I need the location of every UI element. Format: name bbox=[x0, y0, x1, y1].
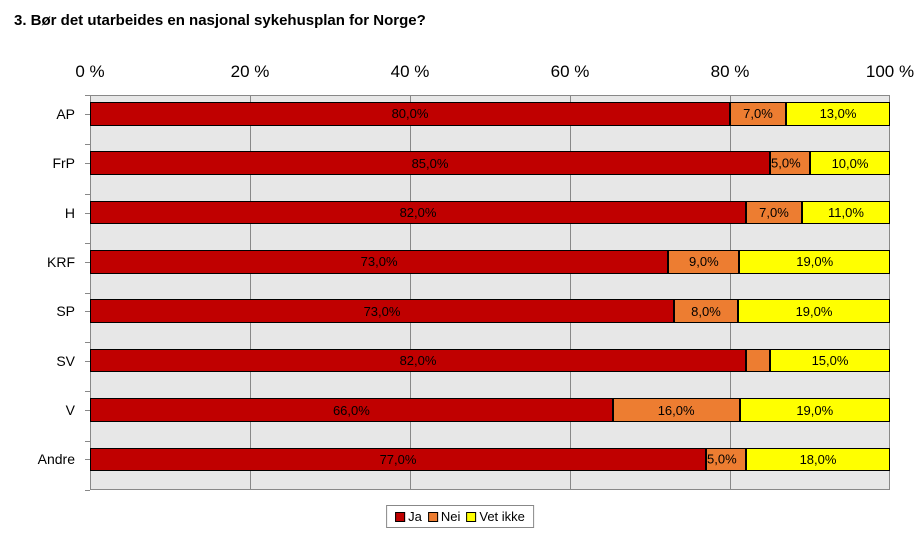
y-tick bbox=[85, 243, 90, 244]
category-label: FrP bbox=[52, 155, 75, 171]
category-label: V bbox=[66, 402, 75, 418]
chart-title: 3. Bør det utarbeides en nasjonal sykehu… bbox=[0, 0, 920, 29]
segment-value-label: 5,0% bbox=[771, 156, 801, 171]
y-tick bbox=[85, 293, 90, 294]
category-label: AP bbox=[56, 106, 75, 122]
y-tick bbox=[85, 262, 90, 263]
plot-area: 80,0%7,0%13,0%85,0%5,0%10,0%82,0%7,0%11,… bbox=[90, 95, 890, 490]
x-tick-label: 80 % bbox=[711, 62, 750, 82]
y-tick bbox=[85, 95, 90, 96]
y-tick bbox=[85, 342, 90, 343]
bar-segment: 19,0% bbox=[738, 299, 890, 323]
stacked-bar: 73,0%9,0%19,0% bbox=[90, 250, 890, 274]
stacked-bar: 77,0%5,0% 18,0% bbox=[90, 448, 890, 472]
category-label: Andre bbox=[38, 451, 75, 467]
legend-swatch bbox=[466, 512, 476, 522]
legend-item: Nei bbox=[428, 509, 461, 524]
y-tick bbox=[85, 163, 90, 164]
bar-segment: 77,0% bbox=[90, 448, 706, 472]
category-labels: AP FrP H KRF SP SV V Andre bbox=[0, 95, 85, 490]
x-tick-label: 100 % bbox=[866, 62, 914, 82]
x-tick-label: 0 % bbox=[75, 62, 104, 82]
stacked-bar: 66,0%16,0%19,0% bbox=[90, 398, 890, 422]
bar-segment: 80,0% bbox=[90, 102, 730, 126]
category-label: SP bbox=[56, 303, 75, 319]
legend-item: Vet ikke bbox=[466, 509, 525, 524]
y-tick bbox=[85, 144, 90, 145]
x-axis-labels: 0 %20 %40 %60 %80 %100 % bbox=[90, 62, 890, 92]
legend-label: Nei bbox=[441, 509, 461, 524]
category-label: H bbox=[65, 205, 75, 221]
bar-segment: 82,0% bbox=[90, 349, 746, 373]
x-tick-label: 20 % bbox=[231, 62, 270, 82]
y-tick bbox=[85, 213, 90, 214]
y-tick bbox=[85, 490, 90, 491]
y-tick bbox=[85, 194, 90, 195]
x-tick-label: 60 % bbox=[551, 62, 590, 82]
y-tick bbox=[85, 441, 90, 442]
y-tick bbox=[85, 114, 90, 115]
x-tick-label: 40 % bbox=[391, 62, 430, 82]
legend-label: Ja bbox=[408, 509, 422, 524]
stacked-bar: 85,0%5,0% 10,0% bbox=[90, 151, 890, 175]
bar-segment: 73,0% bbox=[90, 250, 668, 274]
y-tick bbox=[85, 361, 90, 362]
bar-segment: 82,0% bbox=[90, 201, 746, 225]
bar-segment: 5,0% bbox=[770, 151, 810, 175]
legend-item: Ja bbox=[395, 509, 422, 524]
y-tick bbox=[85, 391, 90, 392]
bar-segment: 19,0% bbox=[740, 398, 891, 422]
stacked-bar: 80,0%7,0%13,0% bbox=[90, 102, 890, 126]
bar-segment: 73,0% bbox=[90, 299, 674, 323]
bar-segment: 9,0% bbox=[668, 250, 739, 274]
bar-segment: 13,0% bbox=[786, 102, 890, 126]
legend-swatch bbox=[428, 512, 438, 522]
category-label: KRF bbox=[47, 254, 75, 270]
legend-swatch bbox=[395, 512, 405, 522]
stacked-bar: 82,0% 15,0% bbox=[90, 349, 890, 373]
bar-segment: 66,0% bbox=[90, 398, 613, 422]
bar-segment: 7,0% bbox=[730, 102, 786, 126]
stacked-bar: 82,0%7,0%11,0% bbox=[90, 201, 890, 225]
bar-segment: 5,0% bbox=[706, 448, 746, 472]
stacked-bar: 73,0%8,0%19,0% bbox=[90, 299, 890, 323]
bar-segment: 8,0% bbox=[674, 299, 738, 323]
bar-segment: 11,0% bbox=[802, 201, 890, 225]
legend: Ja Nei Vet ikke bbox=[386, 505, 534, 528]
y-tick bbox=[85, 410, 90, 411]
bar-segment: 16,0% bbox=[613, 398, 740, 422]
legend-label: Vet ikke bbox=[479, 509, 525, 524]
bar-segment: 10,0% bbox=[810, 151, 890, 175]
bar-segment: 15,0% bbox=[770, 349, 890, 373]
bar-segment: 19,0% bbox=[739, 250, 890, 274]
y-tick bbox=[85, 459, 90, 460]
segment-value-label: 5,0% bbox=[707, 452, 737, 467]
bar-segment: 85,0% bbox=[90, 151, 770, 175]
category-label: SV bbox=[56, 353, 75, 369]
y-tick bbox=[85, 311, 90, 312]
bar-segment: 7,0% bbox=[746, 201, 802, 225]
bar-segment bbox=[746, 349, 770, 373]
bar-segment: 18,0% bbox=[746, 448, 890, 472]
